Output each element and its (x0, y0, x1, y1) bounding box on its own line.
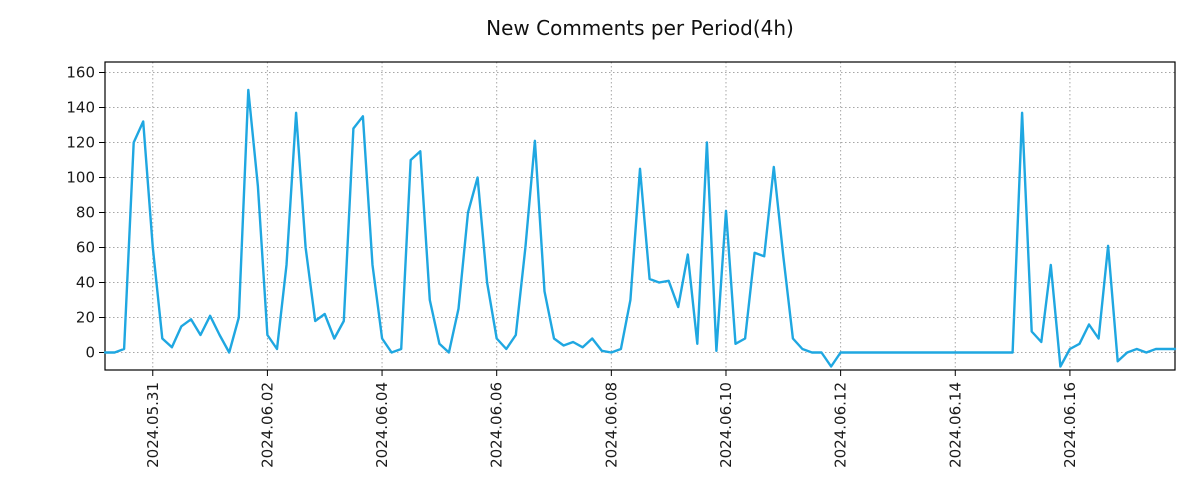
x-tick-label: 2024.06.06 (488, 382, 506, 468)
axis-ticks (99, 72, 1071, 376)
y-tick-label: 60 (76, 239, 95, 257)
y-tick-label: 100 (66, 169, 95, 187)
y-tick-label: 160 (66, 64, 95, 82)
y-tick-label: 120 (66, 134, 95, 152)
x-tick-label: 2024.06.04 (373, 382, 391, 468)
chart-title: New Comments per Period(4h) (486, 16, 794, 40)
y-tick-label: 0 (85, 344, 95, 362)
axis-tick-labels: 0 20 40 60 80 100 120 140 160 2024.05.31 2024.06.0… (66, 64, 1079, 468)
x-tick-label: 2024.05.31 (144, 382, 162, 468)
y-tick-label: 40 (76, 274, 95, 292)
x-tick-label: 2024.06.14 (946, 382, 964, 468)
data-series-line (103, 88, 1177, 368)
y-tick-label: 20 (76, 309, 95, 327)
x-tick-label: 2024.06.12 (832, 382, 850, 468)
x-tick-label: 2024.06.16 (1061, 382, 1079, 468)
x-tick-label: 2024.06.10 (717, 382, 735, 468)
x-tick-label: 2024.06.08 (602, 382, 620, 468)
y-tick-label: 140 (66, 99, 95, 117)
x-tick-label: 2024.06.02 (258, 382, 276, 468)
y-tick-label: 80 (76, 204, 95, 222)
axes-spines (104, 61, 1176, 371)
